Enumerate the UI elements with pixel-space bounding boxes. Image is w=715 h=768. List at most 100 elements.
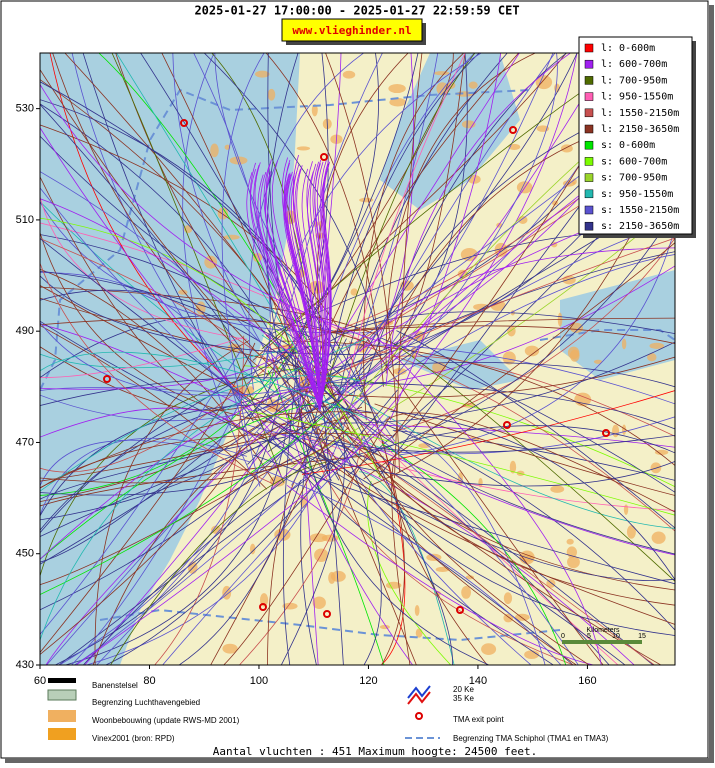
flight-track — [110, 461, 327, 665]
flight-track — [40, 217, 381, 478]
urban-area — [229, 156, 248, 165]
flight-track — [40, 367, 300, 578]
urban-area — [524, 345, 540, 357]
flight-track — [314, 163, 327, 411]
x-tick-label: 140 — [469, 675, 487, 687]
urban-area — [509, 460, 517, 474]
urban-area — [507, 325, 516, 337]
flight-track — [296, 53, 454, 340]
flight-track — [265, 159, 321, 411]
flight-track — [40, 339, 366, 642]
flight-track — [40, 386, 317, 560]
flight-track — [344, 433, 675, 556]
flight-track — [40, 171, 329, 420]
urban-area — [342, 70, 356, 79]
flight-track — [40, 347, 298, 369]
flight-track — [40, 426, 349, 484]
flight-track — [40, 262, 273, 485]
flight-track — [321, 395, 344, 665]
ke20-icon — [407, 685, 431, 699]
flight-track — [319, 159, 330, 411]
legend-text: Woonbebouwing (update RWS-MD 2001) — [92, 716, 240, 725]
flight-track — [319, 171, 330, 411]
flight-track — [40, 318, 373, 345]
flight-track — [85, 363, 363, 665]
flight-track — [40, 99, 379, 425]
urban-area — [612, 424, 620, 438]
flight-track — [40, 81, 336, 356]
tma-exit-points — [103, 119, 610, 618]
land — [120, 53, 675, 665]
urban-area — [518, 215, 528, 224]
flight-track — [40, 68, 368, 451]
flight-track — [40, 325, 268, 490]
legend-swatch — [584, 221, 594, 231]
urban-area — [350, 288, 358, 296]
bottom-legend: Banenstelsel Begrenzing Luchthavengebied… — [47, 678, 609, 743]
flight-track — [214, 53, 396, 442]
legend-swatch — [584, 43, 594, 53]
flight-track — [40, 396, 347, 596]
flight-track — [294, 346, 491, 665]
urban-area — [567, 555, 580, 569]
flight-track — [40, 231, 309, 428]
flight-track — [40, 455, 366, 507]
urban-area — [503, 592, 513, 605]
urban-area — [388, 83, 406, 94]
flight-track — [40, 366, 344, 565]
urban-area — [468, 81, 478, 89]
urban-area — [570, 322, 584, 334]
flight-track — [295, 392, 675, 631]
urban-area — [267, 88, 276, 101]
flight-track — [359, 441, 654, 665]
flight-track — [244, 416, 675, 455]
housing-swatch — [48, 710, 76, 722]
flight-track — [369, 452, 590, 665]
scale-label: 15 — [638, 633, 646, 640]
flight-track — [312, 161, 326, 411]
flight-track — [371, 209, 675, 454]
legend-label: s: 600-700m — [601, 156, 667, 167]
flight-track — [40, 237, 341, 471]
flight-track — [336, 385, 454, 665]
flight-track — [40, 321, 367, 396]
urban-area — [379, 624, 390, 630]
flight-track — [221, 53, 265, 487]
flight-track — [256, 432, 574, 665]
vinex-swatch — [48, 728, 76, 740]
flight-track — [288, 172, 321, 411]
flight-track — [374, 403, 675, 496]
frame-shadow — [5, 758, 714, 763]
flight-track — [359, 53, 568, 398]
flight-track — [291, 170, 321, 411]
flight-track — [268, 330, 675, 555]
urban-area — [621, 338, 627, 350]
flight-track — [385, 362, 675, 388]
flight-track — [253, 164, 321, 411]
urban-area — [503, 613, 514, 623]
flight-track — [309, 163, 325, 411]
flight-track — [319, 165, 332, 411]
flight-track — [252, 53, 567, 361]
urban-area — [502, 351, 516, 365]
flight-track — [335, 432, 656, 665]
urban-area — [626, 525, 636, 539]
flight-track — [325, 53, 400, 472]
legend-label: s: 2150-3650m — [601, 221, 679, 232]
flight-track — [40, 351, 368, 420]
flight-track — [40, 444, 263, 538]
tma-exit-icon — [415, 712, 423, 720]
urban-area — [490, 299, 506, 311]
urban-area — [312, 596, 326, 609]
legend-swatch — [584, 140, 594, 150]
urban-area — [223, 234, 240, 240]
urban-area — [414, 605, 420, 617]
flight-track — [262, 53, 379, 382]
flight-track — [40, 198, 395, 444]
flight-track — [40, 351, 241, 635]
legend-swatch — [584, 59, 594, 69]
urban-area — [524, 650, 540, 659]
legend-swatch — [584, 76, 594, 85]
legend-swatch — [584, 157, 594, 166]
